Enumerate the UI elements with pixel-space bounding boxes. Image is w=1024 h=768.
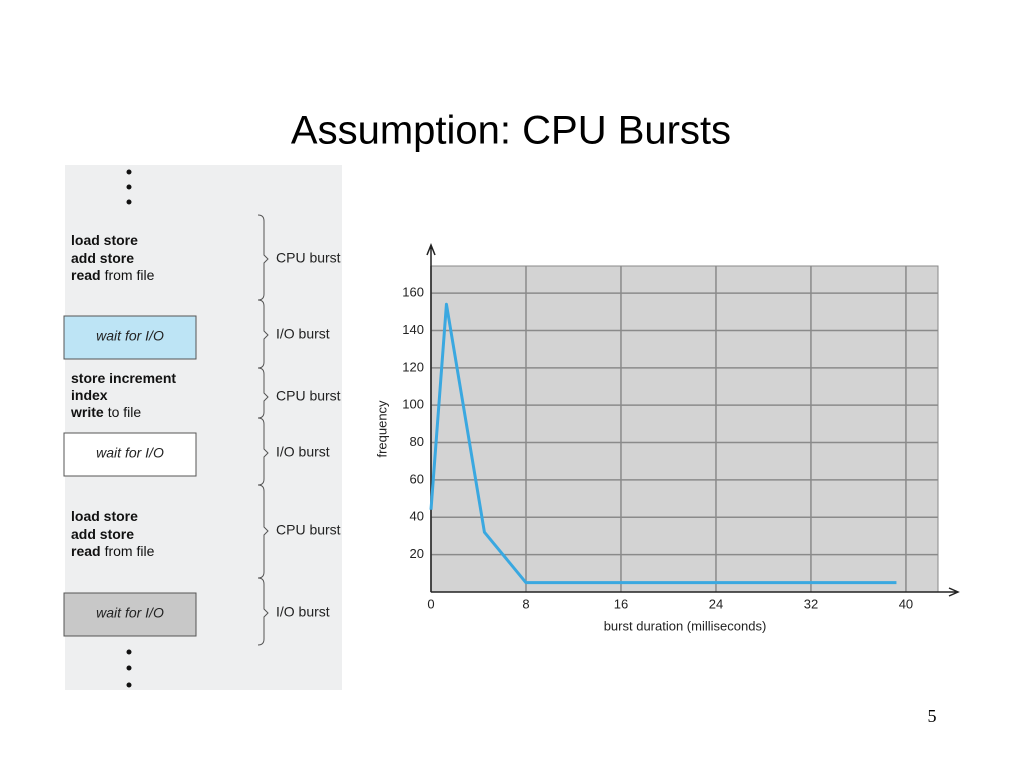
code-keyword: load store [71,232,138,248]
burst-label: I/O burst [276,444,330,460]
x-tick-label: 40 [899,596,913,611]
y-tick-label: 20 [410,546,424,561]
code-text: from file [105,543,155,559]
brace [257,299,269,369]
code-keyword: add store [71,250,134,266]
io-box-label: wait for I/O [96,605,164,621]
io-box-label: wait for I/O [96,328,164,344]
code-keyword: read [71,267,101,283]
burst-label: CPU burst [276,250,341,266]
y-tick-label: 140 [402,322,424,337]
code-keyword: index [71,387,108,403]
brace [257,417,269,486]
burst-label: I/O burst [276,326,330,342]
code-text: to file [108,404,142,420]
x-tick-label: 32 [804,596,818,611]
code-line: add store [71,250,134,266]
burst-label: I/O burst [276,604,330,620]
brace [257,367,269,419]
burst-label: CPU burst [276,388,341,404]
code-line: load store [71,508,138,524]
slide-title: Assumption: CPU Bursts [291,109,731,153]
y-tick-label: 60 [410,471,424,486]
plot-area [430,265,939,593]
brace [257,214,269,301]
y-tick-label: 100 [402,397,424,412]
y-axis [426,242,436,592]
code-line: add store [71,526,134,542]
code-keyword: write [70,404,104,420]
y-tick-label: 120 [402,359,424,374]
x-tick-label: 8 [522,596,529,611]
code-line: read from file [71,267,155,283]
code-keyword: load store [71,508,138,524]
code-line: write to file [70,404,141,420]
io-box [63,592,197,637]
y-tick-label: 160 [402,285,424,300]
brace [257,577,269,646]
io-box [63,432,197,477]
code-line: load store [71,232,138,248]
code-line: index [71,387,108,403]
y-axis-label: frequency [374,400,389,458]
code-keyword: read [71,543,101,559]
x-axis-label: burst duration (milliseconds) [604,618,767,633]
code-line: read from file [71,543,155,559]
code-line: store increment [71,370,176,386]
ellipsis [126,169,132,688]
chart: 20 40 60 80 100 120 140 160 0 8 16 24 32 40 burst dura… [374,242,960,633]
x-tick-label: 24 [709,596,723,611]
y-tick-label: 80 [410,434,424,449]
brace [257,484,269,579]
io-box [63,315,197,360]
code-keyword: store increment [71,370,176,386]
io-box-label: wait for I/O [96,445,164,461]
x-tick-label: 0 [427,596,434,611]
page-number: 5 [928,706,937,726]
code-keyword: add store [71,526,134,542]
data-line [429,302,897,585]
burst-label: CPU burst [276,522,341,538]
x-axis [431,587,960,597]
x-tick-label: 16 [614,596,628,611]
code-text: from file [105,267,155,283]
y-tick-label: 40 [410,509,424,524]
